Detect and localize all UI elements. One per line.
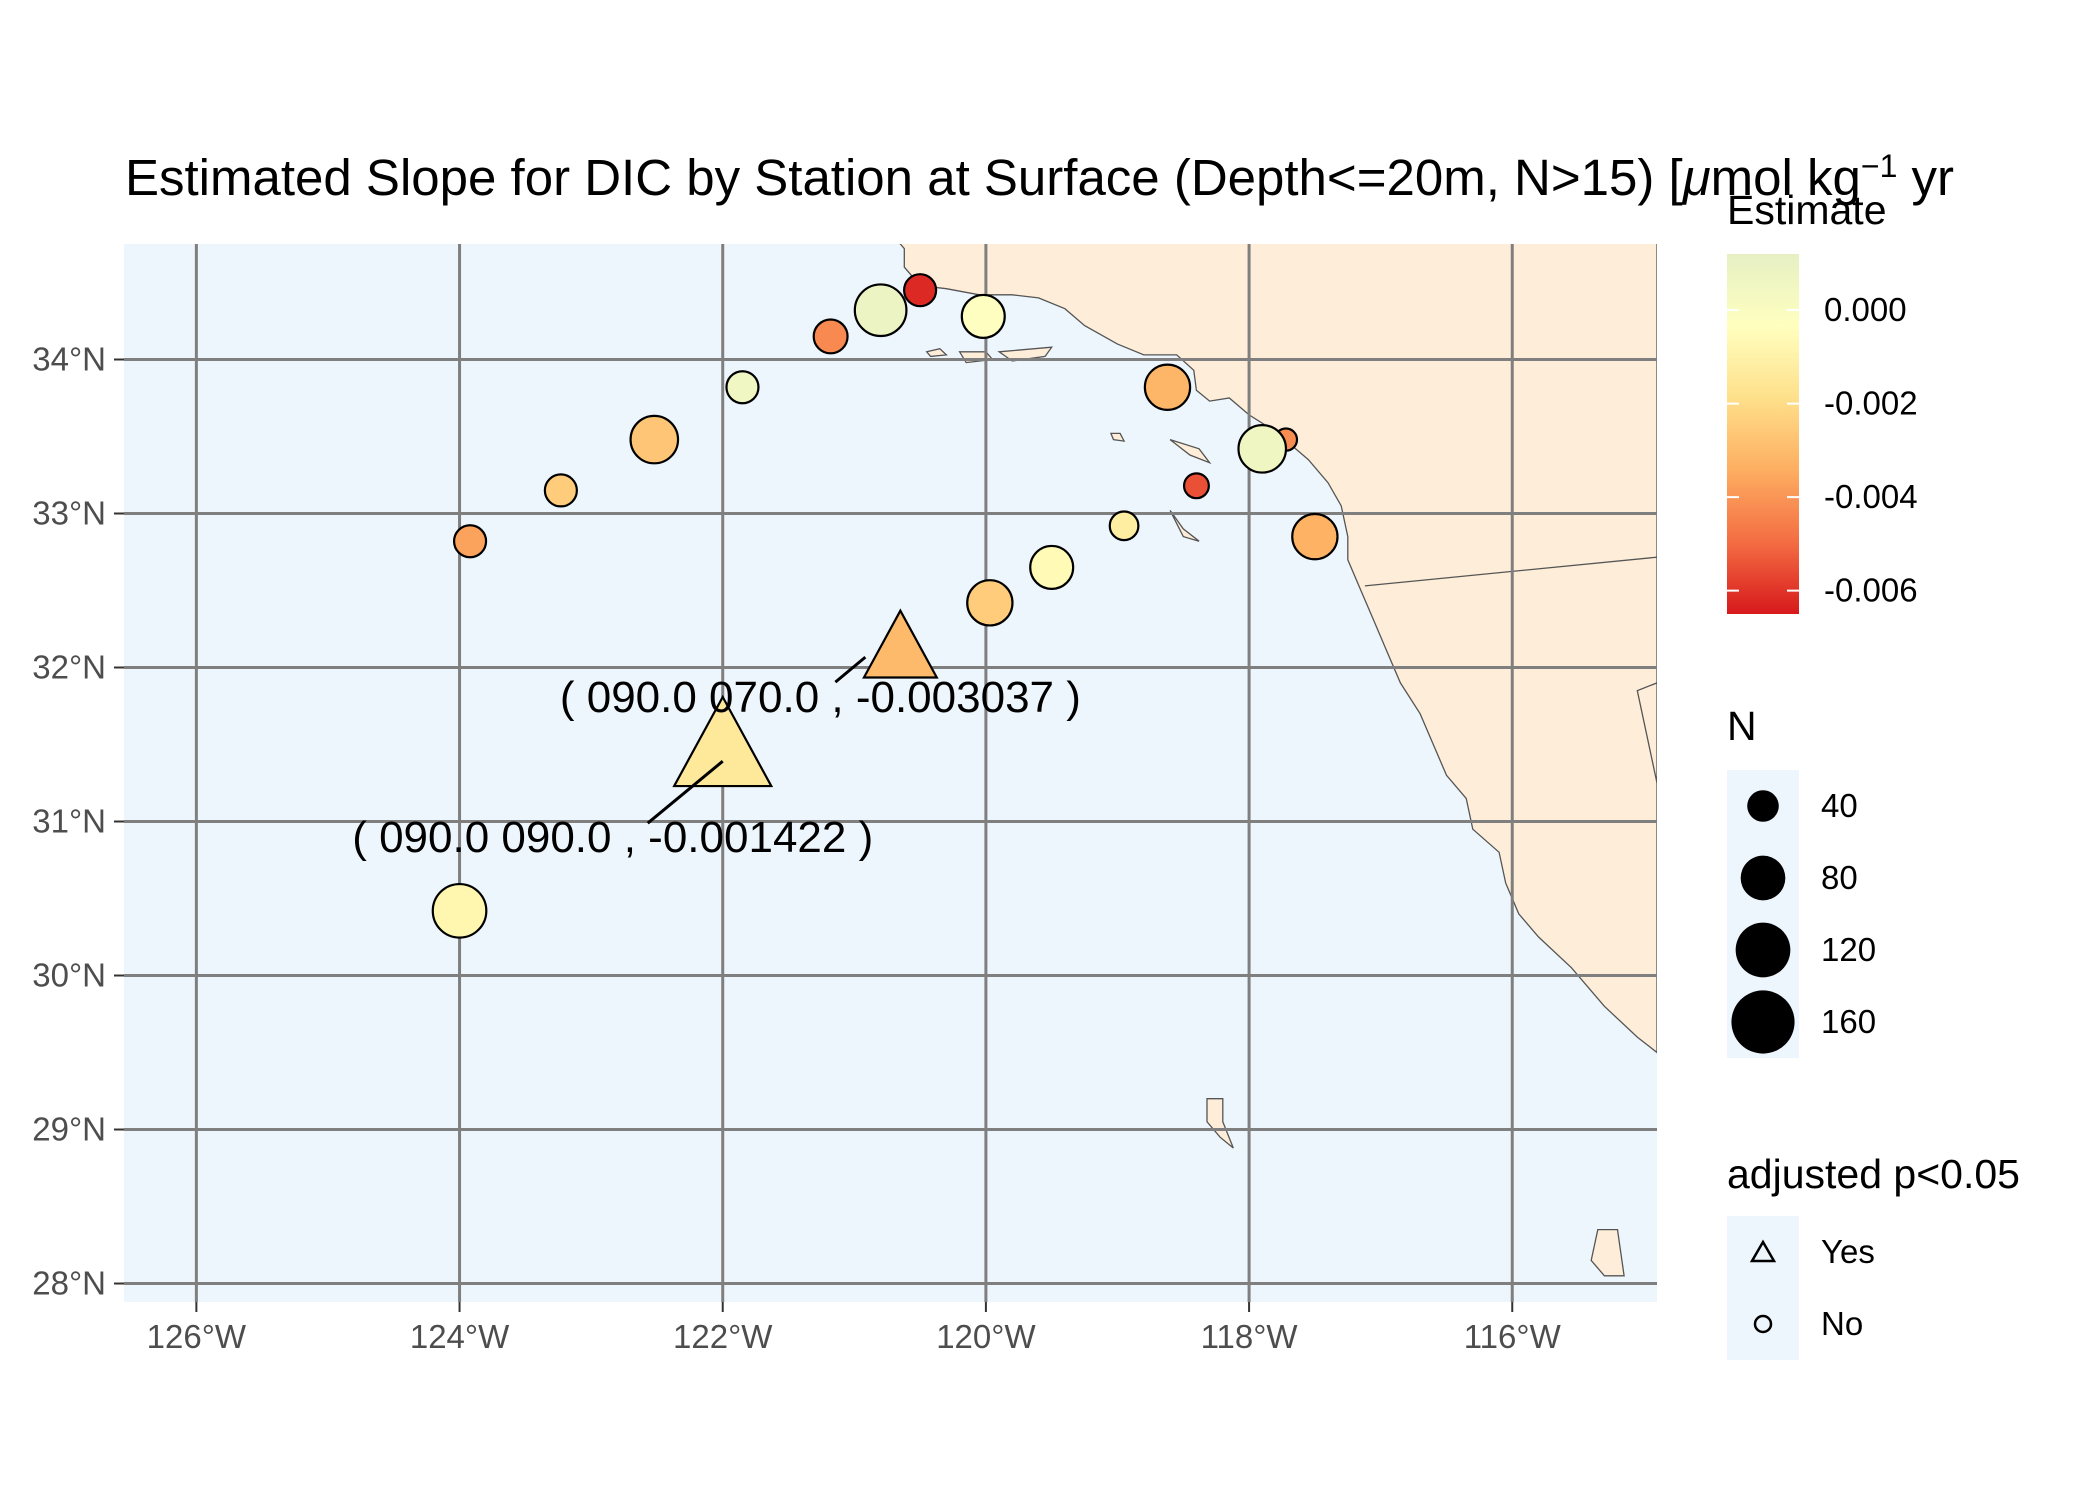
size-key-dot — [1747, 790, 1779, 822]
station-point — [433, 884, 487, 938]
x-tick-label: 118°W — [1201, 1318, 1299, 1355]
y-tick-label: 28°N — [32, 1265, 106, 1302]
x-tick-label: 120°W — [936, 1318, 1036, 1355]
size-key-dot — [1731, 990, 1794, 1053]
size-key-label: 40 — [1821, 787, 1858, 824]
y-tick-label: 30°N — [32, 957, 106, 994]
station-point — [545, 474, 577, 506]
station-point — [1292, 514, 1337, 559]
station-point — [1239, 425, 1286, 472]
colorbar-label: 0.000 — [1824, 291, 1907, 328]
shape-key-label: Yes — [1821, 1233, 1875, 1270]
station-point — [967, 580, 1012, 625]
colorbar-label: -0.004 — [1824, 478, 1918, 515]
legend-n-title: N — [1727, 703, 1757, 749]
shape-key-label: No — [1821, 1305, 1863, 1342]
map-panel: ( 090.0 070.0 , -0.003037 ) ( 090.0 090.0… — [124, 221, 1710, 1302]
station-point — [855, 284, 907, 336]
legend: Estimate 0.000 -0.002 -0.004 -0.006 N 40 80 120 1… — [1727, 187, 2020, 1360]
station-point — [454, 525, 486, 557]
station-point — [1145, 365, 1190, 410]
x-tick-label: 124°W — [410, 1318, 510, 1355]
y-tick-label: 34°N — [32, 341, 106, 378]
y-tick-label: 32°N — [32, 649, 106, 686]
annotation-label: ( 090.0 070.0 , -0.003037 ) — [560, 673, 1081, 722]
legend-pval-keys — [1727, 1216, 1799, 1360]
y-tick-label: 31°N — [32, 803, 106, 840]
station-point — [631, 416, 678, 463]
legend-pval-title: adjusted p<0.05 — [1727, 1151, 2020, 1197]
station-point — [904, 274, 936, 306]
station-point — [1184, 473, 1209, 498]
x-tick-label: 122°W — [673, 1318, 773, 1355]
colorbar-label: -0.002 — [1824, 385, 1918, 422]
size-key-dot — [1741, 856, 1786, 901]
y-tick-label: 29°N — [32, 1111, 106, 1148]
size-key-label: 160 — [1821, 1003, 1876, 1040]
y-tick-label: 33°N — [32, 495, 106, 532]
annotation-label: ( 090.0 090.0 , -0.001422 ) — [352, 813, 873, 862]
station-point — [726, 371, 758, 403]
x-tick-label: 116°W — [1464, 1318, 1562, 1355]
station-point — [814, 319, 848, 353]
station-point — [1110, 512, 1139, 541]
estimate-colorbar — [1727, 254, 1799, 614]
station-point — [1030, 546, 1073, 589]
station-point — [962, 295, 1005, 338]
size-key-label: 80 — [1821, 859, 1858, 896]
colorbar-label: -0.006 — [1824, 572, 1918, 609]
legend-estimate-title: Estimate — [1727, 187, 1887, 233]
size-key-label: 120 — [1821, 931, 1876, 968]
size-key-dot — [1736, 923, 1791, 978]
x-tick-label: 126°W — [147, 1318, 247, 1355]
